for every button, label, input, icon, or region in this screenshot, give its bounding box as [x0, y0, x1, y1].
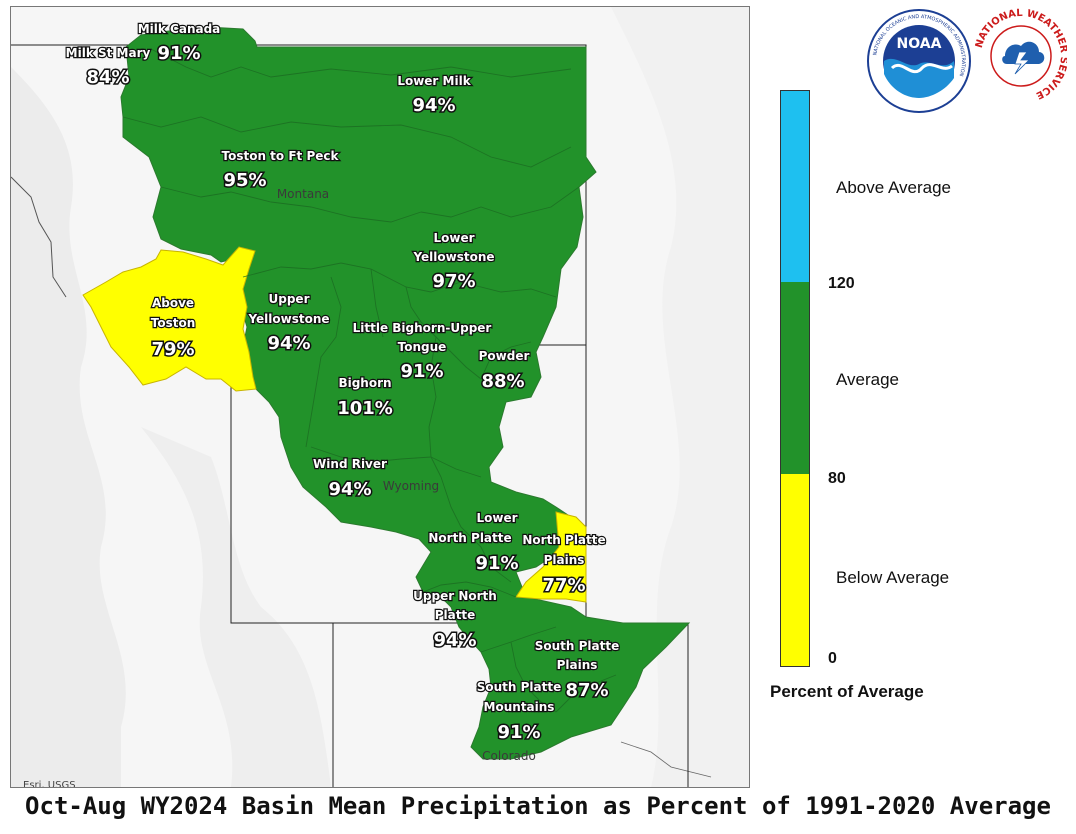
state-label-wyoming: Wyoming [383, 479, 439, 493]
above-toston-region[interactable] [82, 246, 257, 392]
basin-percent: 77% [542, 575, 585, 596]
basin-name: Little Bighorn-Upper [353, 321, 492, 335]
basin-percent: 101% [337, 398, 393, 419]
basin-percent: 94% [328, 479, 371, 500]
basin-name: Powder [479, 349, 530, 363]
basin-percent: 95% [223, 170, 266, 191]
basin-percent: 87% [565, 680, 608, 701]
state-label-montana: Montana [277, 187, 329, 201]
basin-percent: 88% [481, 371, 524, 392]
legend-tick-80: 80 [828, 470, 846, 487]
legend-swatch-average [780, 282, 810, 475]
basin-name: Platte [435, 608, 476, 622]
basin-name: Milk Canada [138, 22, 221, 36]
basin-percent: 91% [157, 43, 200, 64]
legend-swatch-above [780, 90, 810, 284]
basin-percent: 94% [267, 333, 310, 354]
legend-label-average: Average [836, 370, 900, 389]
basin-name: Milk St Mary [66, 46, 151, 60]
legend-swatch-below [780, 474, 810, 667]
legend-tick-0: 0 [828, 650, 837, 667]
basin-percent: 79% [151, 339, 194, 360]
basin-name: Mountains [484, 700, 555, 714]
basin-name: North Platte [522, 533, 605, 547]
basin-name: Wind River [313, 457, 387, 471]
basin-name: Plains [557, 658, 598, 672]
basin-name: Yellowstone [412, 250, 494, 264]
basin-percent: 91% [475, 553, 518, 574]
map-attribution: Esri, USGS [23, 780, 76, 788]
basin-name: Lower [476, 511, 517, 525]
basin-name: Yellowstone [247, 312, 329, 326]
legend-label-below: Below Average [836, 568, 950, 587]
noaa-logo: NOAA NATIONAL OCEANIC AND ATMOSPHERIC AD… [867, 9, 971, 113]
legend: Above Average Average Below Average 120 … [768, 88, 1068, 718]
legend-title: Percent of Average [770, 682, 924, 701]
map-title: Oct-Aug WY2024 Basin Mean Precipitation … [25, 792, 1051, 820]
nws-logo: NATIONAL WEATHER SERVICE [975, 8, 1067, 101]
basin-percent: 84% [86, 67, 129, 88]
legend-label-above: Above Average [836, 178, 951, 197]
legend-tick-120: 120 [828, 275, 855, 292]
basin-name: Toston [151, 316, 196, 330]
basin-name: Bighorn [338, 376, 391, 390]
basin-name: Above [152, 296, 194, 310]
basin-map[interactable]: Montana Wyoming Colorado Milk Canada 91%… [11, 7, 749, 787]
basin-name: Plains [544, 553, 585, 567]
state-label-colorado: Colorado [482, 749, 536, 763]
basin-polygons[interactable] [82, 26, 691, 760]
basin-name: Tongue [398, 340, 447, 354]
basin-divides [122, 48, 617, 713]
noaa-logo-text: NOAA [897, 36, 942, 52]
state-labels: Montana Wyoming Colorado [277, 187, 536, 763]
basin-percent: 97% [432, 271, 475, 292]
basin-name: Lower [433, 231, 474, 245]
basin-percent: 91% [497, 722, 540, 743]
basin-percent: 91% [400, 361, 443, 382]
basin-percent: 94% [412, 95, 455, 116]
north-platte-plains-region[interactable] [515, 511, 587, 603]
basin-name: South Platte [477, 680, 562, 694]
basin-labels: Milk Canada 91% Milk St Mary 84% Lower M… [64, 21, 620, 745]
basin-name: Lower Milk [397, 74, 471, 88]
basin-name: Toston to Ft Peck [222, 149, 340, 163]
basin-name: Upper [269, 292, 310, 306]
basin-name: Upper North [413, 589, 497, 603]
basin-name: North Platte [428, 531, 511, 545]
basin-percent: 94% [433, 630, 476, 651]
map-frame[interactable]: Montana Wyoming Colorado Milk Canada 91%… [10, 6, 750, 788]
basin-name: South Platte [535, 639, 620, 653]
